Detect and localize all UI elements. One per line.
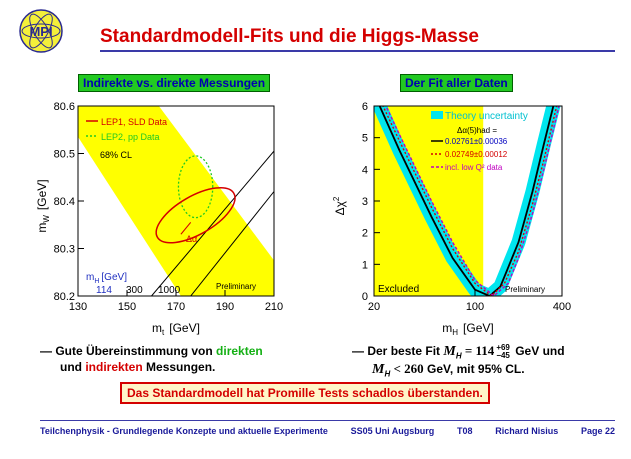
left-chart: 130 150 170 190 210 80.2 80.3 80.4 80.5 80.6 LEP1… bbox=[35, 101, 283, 337]
right-bullet-line2: MH < 260 GeV, mit 95% CL. bbox=[372, 361, 525, 379]
legend-label-red: 0.02749±0.00012 bbox=[445, 150, 508, 159]
legend-label-delta-alpha: Δα(5)had = bbox=[457, 126, 497, 135]
right-y-axis-label: Δχ2 bbox=[332, 196, 347, 215]
higgs-band bbox=[78, 106, 274, 296]
legend-label-lep1: LEP1, SLD Data bbox=[101, 117, 167, 127]
right-x-tick-label: 20 bbox=[368, 301, 380, 313]
excluded-label: Excluded bbox=[378, 284, 419, 295]
left-bullet-line2: und indirekten Messungen. bbox=[60, 360, 216, 374]
mpi-logo: MPI bbox=[19, 9, 63, 53]
left-y-tick-label: 80.3 bbox=[54, 244, 75, 256]
right-x-axis-label: mH [GeV] bbox=[442, 321, 493, 337]
left-y-axis-label: mW[GeV] bbox=[35, 179, 51, 232]
chi2-curve-1 bbox=[378, 106, 555, 296]
higgs-mass-114: 114 bbox=[96, 285, 112, 296]
legend-label-blue: 0.02761±0.00036 bbox=[445, 137, 508, 146]
conclusion-box: Das Standardmodell hat Promille Tests sc… bbox=[120, 382, 490, 404]
left-y-tick-label: 80.6 bbox=[54, 101, 75, 113]
left-x-axis-label: mt [GeV] bbox=[152, 321, 200, 337]
delta-alpha-arrow bbox=[180, 222, 192, 235]
higgs-mass-label: mH [GeV] bbox=[86, 272, 127, 285]
right-y-tick-label: 0 bbox=[362, 291, 368, 303]
lep1-sld-contour bbox=[155, 186, 236, 244]
lep2-pp-contour bbox=[177, 155, 214, 219]
left-x-tick-label: 210 bbox=[265, 301, 283, 313]
chi2-curve-3 bbox=[385, 106, 560, 296]
right-y-tick-label: 6 bbox=[362, 101, 368, 113]
left-preliminary: Preliminary bbox=[216, 282, 256, 291]
legend-swatch-theory bbox=[431, 111, 443, 119]
left-y-tick-label: 80.2 bbox=[54, 291, 75, 303]
band-line-114 bbox=[151, 150, 274, 296]
right-y-tick-label: 3 bbox=[362, 196, 368, 208]
delta-alpha-annotation: Δα bbox=[186, 234, 197, 244]
legend-label-lep2: LEP2, pp Data bbox=[101, 132, 160, 142]
footer-section: T08 bbox=[456, 426, 473, 436]
left-panel-heading: Indirekte vs. direkte Messungen bbox=[78, 74, 271, 92]
right-y-tick-label: 4 bbox=[362, 164, 368, 176]
title-underline bbox=[100, 50, 615, 52]
left-x-tick-label: 170 bbox=[167, 301, 185, 313]
left-x-tick-label: 190 bbox=[216, 301, 234, 313]
right-panel-heading: Der Fit aller Daten bbox=[400, 74, 513, 92]
left-x-tick-label: 150 bbox=[118, 301, 136, 313]
right-x-tick-label: 100 bbox=[466, 301, 484, 313]
footer-term: SS05 Uni Augsburg bbox=[350, 426, 435, 436]
legend-label-theory: Theory uncertainty bbox=[445, 111, 528, 122]
logo-text: MPI bbox=[29, 24, 52, 39]
right-y-tick-label: 2 bbox=[362, 228, 368, 240]
legend-label-cl: 68% CL bbox=[100, 150, 132, 160]
right-preliminary: Preliminary bbox=[505, 285, 545, 294]
right-x-tick-label: 400 bbox=[553, 301, 571, 313]
left-bullet-line1: — Gute Übereinstimmung von direkten bbox=[40, 344, 263, 358]
footer: Teilchenphysik - Grundlegende Konzepte u… bbox=[40, 426, 615, 436]
band-line-1000 bbox=[190, 191, 274, 296]
footer-page: Page 22 bbox=[580, 426, 615, 436]
chi2-curve-2 bbox=[382, 106, 558, 296]
right-chart: 20 100 400 0 1 2 3 4 5 6 Theory uncertainty Δα(5)… bbox=[332, 101, 571, 337]
left-y-tick-label: 80.4 bbox=[54, 196, 75, 208]
left-x-tick-label: 130 bbox=[69, 301, 87, 313]
left-y-tick-label: 80.5 bbox=[54, 149, 75, 161]
footer-course: Teilchenphysik - Grundlegende Konzepte u… bbox=[40, 426, 328, 436]
footer-divider bbox=[40, 420, 615, 421]
right-y-tick-label: 1 bbox=[362, 259, 368, 271]
page-title: Standardmodell-Fits und die Higgs-Masse bbox=[100, 26, 479, 47]
right-y-tick-label: 5 bbox=[362, 133, 368, 145]
legend-label-magenta: incl. low Q² data bbox=[445, 163, 503, 172]
footer-author: Richard Nisius bbox=[495, 426, 559, 436]
higgs-mass-300: 300 bbox=[126, 285, 143, 296]
higgs-mass-1000: 1000 bbox=[158, 285, 181, 296]
right-bullet-line1: — Der beste Fit MH = 114 +69 −45 GeV und bbox=[352, 342, 565, 361]
